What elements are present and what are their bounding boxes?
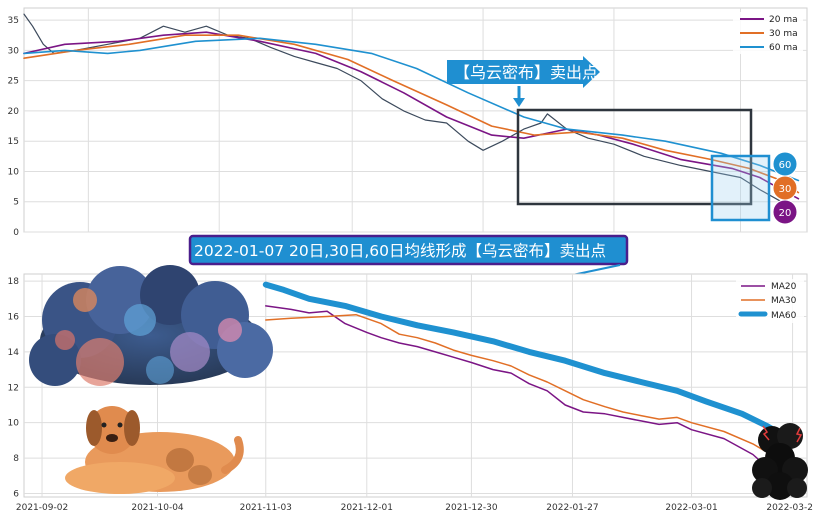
bottom-xtick-5: 2022-01-27 [546, 503, 598, 513]
badge-ma20 [772, 199, 798, 225]
top-ytick-5: 25 [8, 77, 19, 87]
small-cloud-icon [752, 423, 808, 500]
top-chart-panel: 0 5 10 15 20 25 30 35 【乌云密布】卖出点 20 ma 30 ma 60 … [8, 7, 808, 238]
bottom-series-ma20 [265, 305, 790, 489]
small-highlight-box [710, 154, 771, 222]
bottom-ytick-6: 18 [8, 277, 20, 287]
dog-illustration [65, 406, 244, 494]
top-ytick-7: 35 [8, 16, 19, 26]
top-ytick-2: 10 [8, 167, 20, 177]
bottom-xtick-2: 2021-11-03 [240, 503, 292, 513]
legend-label-MA20: MA20 [771, 282, 797, 292]
bottom-ytick-0: 6 [13, 489, 19, 499]
callout-arrow-shape [447, 56, 600, 88]
bottom-xtick-1: 2021-10-04 [131, 503, 184, 513]
bottom-xtick-6: 2022-03-01 [665, 503, 717, 513]
top-ytick-6: 30 [8, 46, 20, 56]
top-ytick-4: 20 [8, 107, 20, 117]
bottom-x-axis: 2021-09-02 2021-10-04 2021-11-03 2021-12-01… [16, 503, 813, 513]
bottom-legend: MA20 MA30 MA60 [736, 279, 804, 323]
banner-box [188, 234, 629, 266]
top-plot-area [23, 7, 808, 233]
top-series-ma20 [23, 31, 800, 200]
bottom-xtick-0: 2021-09-02 [16, 503, 68, 513]
cloud-icon [29, 265, 273, 386]
top-y-axis: 0 5 10 15 20 25 30 35 [8, 16, 20, 238]
badge-ma20-label: 20 [779, 208, 792, 219]
callout-pointer-head [513, 98, 525, 107]
legend-label-MA30: MA30 [771, 296, 797, 306]
storm-cloud-illustration [29, 265, 273, 386]
bottom-y-axis: 6 8 10 12 14 16 18 [8, 277, 20, 499]
badge-ma30-label: 30 [779, 184, 792, 195]
bottom-xtick-4: 2021-12-30 [445, 503, 498, 513]
top-series-group [23, 13, 800, 209]
bottom-series-group [262, 281, 792, 489]
bottom-ytick-3: 12 [8, 383, 19, 393]
legend-label-ma30: 30 ma [769, 29, 798, 39]
ma-badges: 60 30 20 [772, 151, 798, 225]
banner-label: 2022-01-07 20日,30日,60日均线形成【乌云密布】卖出点 [194, 242, 606, 260]
bottom-ytick-4: 14 [8, 348, 20, 358]
legend-label-ma60: 60 ma [769, 43, 798, 53]
bottom-xtick-7: 2022-03-29 [766, 503, 813, 513]
bottom-xtick-3: 2021-12-01 [341, 503, 393, 513]
callout-label: 【乌云密布】卖出点 [454, 63, 598, 82]
top-ytick-1: 5 [13, 198, 19, 208]
bottom-series-ma30 [265, 313, 790, 468]
top-series-ma60 [23, 37, 800, 182]
top-ytick-3: 15 [8, 137, 19, 147]
top-legend: 20 ma 30 ma 60 ma [733, 12, 803, 54]
top-series-ma30 [23, 34, 800, 194]
small-storm-cloud-illustration [752, 423, 808, 500]
badge-ma60-label: 60 [779, 160, 792, 171]
bottom-ytick-2: 10 [8, 419, 20, 429]
legend-label-MA60: MA60 [771, 311, 797, 321]
top-ytick-0: 0 [13, 228, 19, 238]
bottom-series-ma60 [262, 281, 792, 442]
legend-label-ma20: 20 ma [769, 15, 798, 25]
banner: 2022-01-07 20日,30日,60日均线形成【乌云密布】卖出点 [188, 234, 629, 286]
bottom-ytick-5: 16 [8, 312, 20, 322]
dog-icon [65, 406, 244, 494]
callout-arrow: 【乌云密布】卖出点 [447, 56, 600, 107]
bottom-ytick-1: 8 [13, 454, 19, 464]
